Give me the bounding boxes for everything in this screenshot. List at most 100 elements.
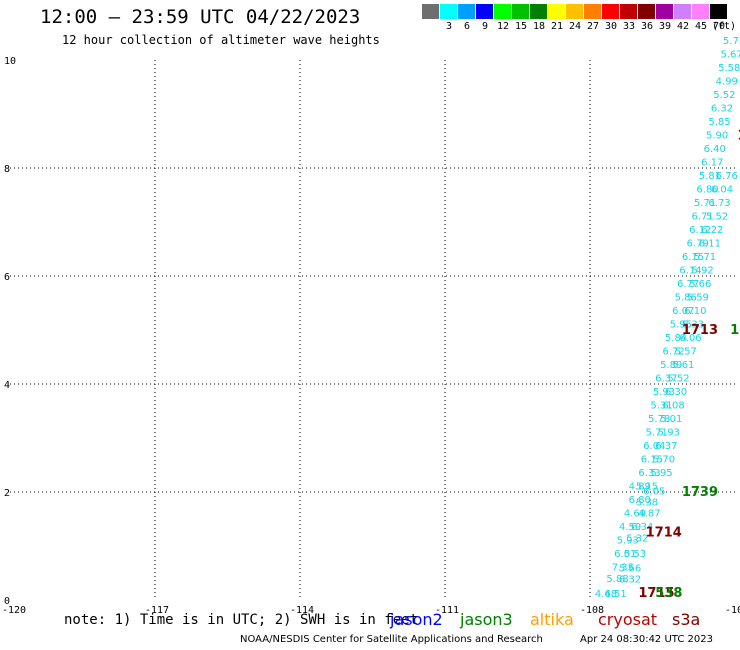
wave-height-value: 6.30 <box>665 387 687 398</box>
footer-credit: NOAA/NESDIS Center for Satellite Applica… <box>240 634 543 645</box>
wave-height-value: 5.52 <box>667 373 689 384</box>
color-swatch <box>620 4 637 19</box>
color-scale-label: 24 <box>568 21 582 32</box>
color-swatch <box>530 4 547 19</box>
wave-height-value: 5.59 <box>687 292 709 303</box>
wave-height-value: 5.93 <box>658 427 680 438</box>
color-swatch <box>494 4 511 19</box>
x-tick-label: -120 <box>2 605 26 616</box>
wave-height-value: 6.22 <box>701 225 723 236</box>
wave-height-value: 6.77 <box>677 279 699 290</box>
color-swatch <box>548 4 565 19</box>
wave-height-value: 5.57 <box>675 346 697 357</box>
x-tick-label: -111 <box>435 605 459 616</box>
x-tick-label: -117 <box>145 605 169 616</box>
wave-height-value: 4.59 <box>619 522 641 533</box>
color-swatch <box>638 4 655 19</box>
y-tick-label: 4 <box>4 380 10 391</box>
color-scale-label: 21 <box>550 21 564 32</box>
wave-height-value: 5.32 <box>626 534 648 545</box>
color-scale-label: 27 <box>586 21 600 32</box>
y-tick-label: 6 <box>4 272 10 283</box>
color-swatch <box>566 4 583 19</box>
color-scale-label: 3 <box>445 21 453 32</box>
color-swatch <box>602 4 619 19</box>
wave-height-value: 6.10 <box>684 306 706 317</box>
wave-height-value: 5.88 <box>606 574 628 585</box>
wave-height-value: 6.05 <box>643 487 665 498</box>
wave-height-value: 6.06 <box>679 333 701 344</box>
wave-height-value: 6.51 <box>605 589 627 600</box>
color-swatch <box>440 4 457 19</box>
wave-height-value: 6.37 <box>655 373 677 384</box>
color-scale-label: 33 <box>622 21 636 32</box>
color-scale-label: 36 <box>640 21 654 32</box>
page-title: 12:00 — 23:59 UTC 04/22/2023 <box>40 6 361 28</box>
wave-height-value: 6.80 <box>629 495 651 506</box>
page-subtitle: 12 hour collection of altimeter wave hei… <box>62 33 380 47</box>
x-tick-label: -108 <box>580 605 604 616</box>
color-scale-label: 30 <box>604 21 618 32</box>
y-tick-label: 2 <box>4 488 10 499</box>
wave-height-value: 6.17 <box>701 157 723 168</box>
wave-height-value: 6.07 <box>672 306 694 317</box>
color-scale-label: 39 <box>658 21 672 32</box>
wave-height-value: 5.71 <box>694 252 716 263</box>
wave-height-value: 6.08 <box>663 400 685 411</box>
wave-height-value: 5.52 <box>713 90 735 101</box>
legend-jason3: jason3 <box>460 610 513 629</box>
wave-height-value: 6.79 <box>687 238 709 249</box>
wave-height-value: 5.67 <box>721 49 740 60</box>
wave-height-value: 6.32 <box>711 103 733 114</box>
wave-height-value: 5.78 <box>648 414 670 425</box>
wave-height-value: 5.93 <box>653 387 675 398</box>
wave-height-value: 5.01 <box>660 414 682 425</box>
wave-height-value: 5.95 <box>650 468 672 479</box>
color-scale-label: 42 <box>676 21 690 32</box>
x-tick-label: -10 <box>725 605 740 616</box>
wave-height-value: 5.89 <box>660 360 682 371</box>
wave-height-value: 5.66 <box>689 279 711 290</box>
wave-height-value: 6.73 <box>708 198 730 209</box>
wave-height-value: 6.40 <box>704 144 726 155</box>
legend-altika: altika <box>530 610 574 629</box>
color-swatch <box>422 4 439 19</box>
wave-height-value: 6.34 <box>631 522 653 533</box>
time-label: 1715 <box>638 586 674 601</box>
color-scale-label: 45 <box>694 21 708 32</box>
wave-height-value: 5.53 <box>624 549 646 560</box>
time-label: 1714 <box>646 525 682 540</box>
note-text: note: 1) Time is in UTC; 2) SWH is in fe… <box>64 612 419 628</box>
y-tick-label: 8 <box>4 164 10 175</box>
wave-height-value: 5.31 <box>650 400 672 411</box>
wave-height-value: 5.61 <box>672 360 694 371</box>
wave-height-value: 5.90 <box>706 130 728 141</box>
wave-height-value: 4.69 <box>624 508 646 519</box>
wave-height-value: 4.99 <box>716 76 738 87</box>
wave-height-value: 4.87 <box>638 508 660 519</box>
color-scale-label: 70 <box>712 21 726 32</box>
wave-height-value: 6.15 <box>641 454 663 465</box>
wave-height-value: 7.35 <box>612 562 634 573</box>
wave-height-value: 5.71 <box>694 198 716 209</box>
wave-height-value: 6.76 <box>716 171 738 182</box>
wave-height-value: 5.92 <box>692 265 714 276</box>
wave-height-value: 6.14 <box>679 265 701 276</box>
wave-height-value: 5.70 <box>653 454 675 465</box>
color-scale-label: 12 <box>496 21 510 32</box>
time-label: 538 <box>655 586 682 601</box>
wave-height-value: 5.15 <box>636 481 658 492</box>
y-tick-label: 10 <box>4 56 16 67</box>
wave-height-value: 5.73 <box>723 36 740 47</box>
wave-height-value: 6.04 <box>643 441 665 452</box>
wave-height-value: 6.11 <box>699 238 721 249</box>
wave-height-value: 6.04 <box>711 184 733 195</box>
wave-height-value: 6.32 <box>619 575 641 586</box>
color-swatch <box>710 4 727 19</box>
time-label: 1713 <box>682 323 718 338</box>
wave-height-value: 5.33 <box>682 319 704 330</box>
wave-height-value: 5.81 <box>699 171 721 182</box>
time-label: 1740 <box>730 323 740 338</box>
wave-height-value: 6.15 <box>682 252 704 263</box>
